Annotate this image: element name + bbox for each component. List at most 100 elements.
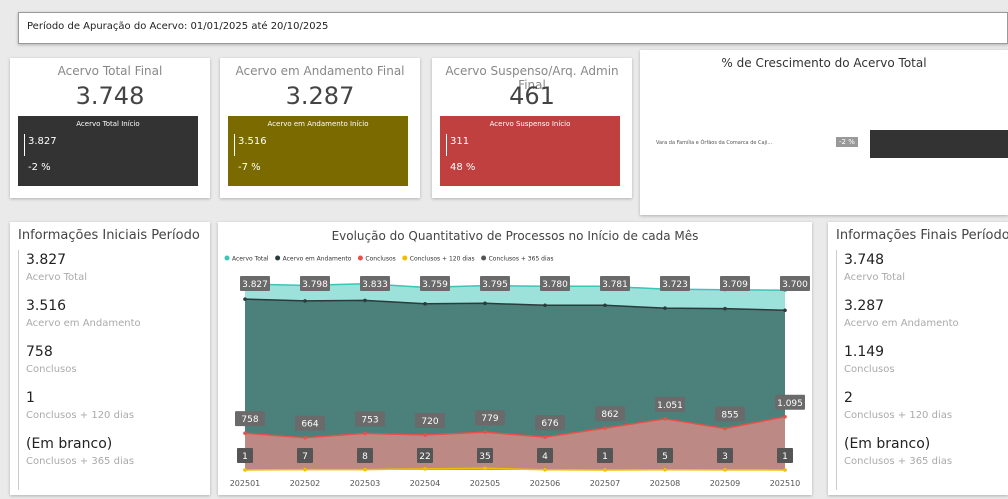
data-label-bg	[417, 448, 433, 463]
data-label: 4	[542, 452, 548, 462]
data-label-bg	[415, 413, 445, 429]
series-point	[663, 306, 667, 310]
data-label: 779	[481, 414, 498, 424]
item-label: Conclusos + 365 dias	[844, 456, 953, 467]
item-label: Acervo em Andamento	[844, 318, 959, 329]
series-point	[543, 468, 547, 472]
item-value: 1.149	[844, 344, 885, 360]
period-filter[interactable]: Período de Apuração do Acervo: 01/01/202…	[18, 12, 1008, 44]
legend-swatch	[275, 255, 281, 261]
data-label: 3.709	[722, 280, 748, 290]
panel-title: Informações Iniciais Período	[18, 228, 200, 243]
card-value: 3.748	[75, 82, 145, 110]
x-tick-label: 202506	[530, 479, 561, 488]
growth-value-label: -2 %	[836, 137, 858, 147]
data-label: 676	[541, 419, 558, 429]
card-inner: Acervo Total Início 3.827 -2 %	[18, 116, 198, 186]
data-label-bg	[780, 276, 810, 291]
legend-label: Conclusos	[365, 256, 395, 263]
series-point	[483, 301, 487, 306]
growth-panel: % de Crescimento do Acervo Total Vara da…	[640, 50, 1008, 215]
card-inner: Acervo Suspenso Início 311 48 %	[440, 116, 620, 186]
series-point	[243, 468, 247, 472]
inner-value: 3.516	[238, 136, 267, 147]
data-label-bg	[775, 394, 805, 410]
item-label: Acervo Total	[844, 272, 905, 283]
panel-bar	[836, 250, 837, 490]
series-point	[723, 426, 727, 431]
data-label-bg	[600, 276, 630, 291]
series-point	[783, 414, 787, 419]
data-label: 3.833	[362, 280, 388, 290]
growth-bar	[870, 130, 1008, 158]
data-label-bg	[720, 276, 750, 291]
series-line	[244, 467, 786, 471]
inner-title: Acervo Total Início	[76, 120, 140, 128]
series-point	[783, 308, 787, 313]
inner-change: 48 %	[450, 162, 476, 173]
item-value: 2	[844, 390, 853, 406]
data-label-bg	[595, 406, 625, 422]
legend-swatch	[402, 255, 408, 261]
data-label: 758	[241, 415, 258, 425]
series-point	[303, 467, 307, 472]
final-panel: Informações Finais Período 3.748 Acervo To…	[828, 222, 1008, 495]
item-label: Acervo Total	[26, 272, 87, 283]
series-point	[423, 433, 427, 437]
data-label-bg	[237, 448, 253, 463]
data-label: 720	[421, 417, 438, 427]
kpi-card: Acervo Total Final 3.748 Acervo Total Iníc…	[10, 58, 210, 198]
data-label-bg	[660, 276, 690, 291]
series-point	[783, 468, 787, 472]
legend-label: Acervo em Andamento	[283, 256, 352, 263]
data-label-bg	[355, 411, 385, 427]
chart-title: Evolução do Quantitativo de Processos no…	[332, 229, 699, 243]
data-label-bg	[715, 406, 745, 422]
legend-label: Conclusos + 120 dias	[410, 256, 475, 263]
legend-label: Conclusos + 365 dias	[489, 256, 554, 263]
trend-panel: Evolução do Quantitativo de Processos no…	[218, 222, 812, 495]
series-point	[423, 301, 427, 306]
x-tick-label: 202501	[230, 479, 261, 488]
legend-label: Acervo Total	[232, 256, 269, 263]
data-label: 855	[721, 410, 738, 420]
item-label: Conclusos + 120 dias	[844, 410, 953, 421]
data-label: 3.759	[422, 280, 448, 290]
item-value: 3.827	[26, 252, 67, 268]
series-point	[723, 468, 727, 472]
x-tick-label: 202504	[410, 479, 441, 488]
x-tick-label: 202510	[770, 479, 801, 488]
data-label: 7	[302, 452, 308, 462]
item-value: 758	[26, 344, 53, 360]
card-title: Acervo Suspenso/Arq. Admin Final	[445, 64, 619, 92]
series-point	[423, 467, 427, 471]
series-point	[483, 466, 487, 471]
series-line	[244, 298, 786, 312]
card-value: 461	[509, 82, 555, 110]
item-value: (Em branco)	[26, 436, 113, 452]
series-point	[603, 426, 607, 430]
series-line	[244, 416, 786, 439]
series-point	[483, 430, 487, 434]
kpi-card: Acervo em Andamento Final 3.287 Acervo em …	[220, 58, 420, 198]
data-label-bg	[480, 276, 510, 291]
x-tick-label: 202509	[710, 479, 741, 488]
item-label: Conclusos	[844, 364, 895, 375]
series-point	[603, 303, 607, 308]
data-label: 3.798	[302, 280, 328, 290]
data-label-bg	[360, 276, 390, 291]
data-label: 3.780	[542, 280, 568, 290]
data-label-bg	[420, 276, 450, 291]
data-label: 5	[662, 452, 668, 462]
data-label-bg	[537, 448, 553, 463]
x-tick-label: 202505	[470, 479, 501, 488]
data-label: 22	[419, 452, 430, 462]
data-label-bg	[655, 396, 685, 412]
data-label-bg	[777, 448, 793, 463]
inner-bar	[234, 134, 235, 156]
card-value: 3.287	[285, 82, 355, 110]
item-value: 3.748	[844, 252, 885, 268]
data-label: 1	[242, 452, 248, 462]
data-label-bg	[297, 448, 313, 463]
data-label: 35	[479, 452, 490, 462]
